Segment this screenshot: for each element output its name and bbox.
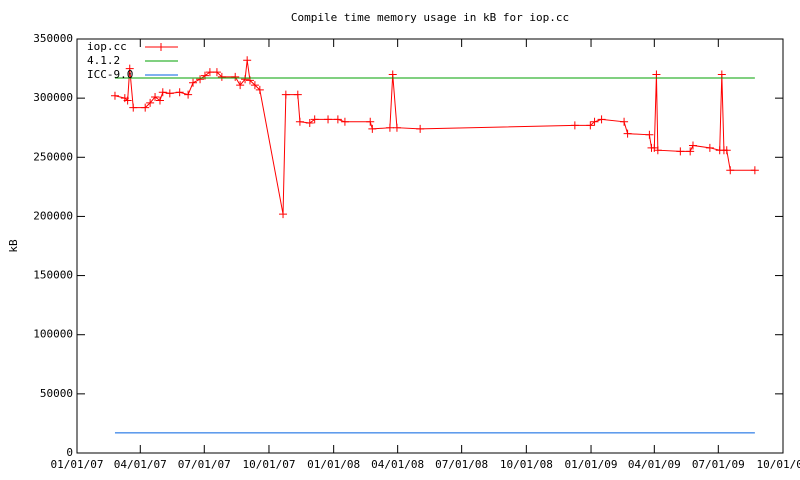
data-point [686,147,695,156]
x-tick-label: 10/01/07 [242,458,295,471]
data-point [750,166,759,175]
data-point [676,147,685,156]
legend-label: ICC-9.0 [87,68,133,81]
data-point [385,123,394,132]
data-point [184,90,193,99]
x-tick-label: 10/01/08 [500,458,553,471]
data-point [141,103,150,112]
data-point [310,115,319,124]
x-tick-label: 07/01/07 [178,458,231,471]
chart-title: Compile time memory usage in kB for iop.… [291,11,569,24]
data-point [324,115,333,124]
data-point [243,56,252,65]
data-point [586,121,595,130]
data-point [590,117,599,126]
x-tick-label: 04/01/07 [114,458,167,471]
data-point [125,64,134,73]
data-point [705,143,714,152]
data-point [189,78,198,87]
data-point [340,117,349,126]
x-tick-label: 01/01/07 [51,458,104,471]
data-point [151,92,160,101]
data-point [123,96,132,105]
legend-marker [157,43,165,51]
data-point [231,72,240,81]
data-point [250,81,259,90]
data-point [255,85,264,94]
data-point [305,118,314,127]
data-point [236,81,245,90]
y-tick-label: 50000 [40,387,73,400]
y-tick-label: 200000 [33,209,73,222]
x-tick-label: 07/01/09 [692,458,745,471]
data-point [416,124,425,133]
data-point [388,70,397,79]
y-tick-label: 100000 [33,328,73,341]
data-point [279,210,288,219]
data-line [114,60,755,215]
data-point [196,75,205,84]
data-point [295,117,304,126]
x-tick-label: 01/01/08 [307,458,360,471]
data-point [333,115,342,124]
x-tick-label: 04/01/09 [628,458,681,471]
data-point [241,75,250,84]
x-tick-label: 10/01/09 [757,458,800,471]
data-point [717,70,726,79]
data-point [165,89,174,98]
data-point [392,123,401,132]
y-axis-label: kB [7,239,20,253]
data-point [281,90,290,99]
x-tick-label: 01/01/09 [565,458,618,471]
data-point [110,91,119,100]
data-point [129,103,138,112]
data-point [652,70,661,79]
data-point [205,68,214,77]
y-tick-label: 300000 [33,91,73,104]
data-point [212,68,221,77]
data-point [146,98,155,107]
x-tick-label: 04/01/08 [371,458,424,471]
data-point [155,96,164,105]
data-point [368,124,377,133]
x-tick-label: 07/01/08 [435,458,488,471]
data-point [620,117,629,126]
plot-frame [76,38,784,454]
y-tick-label: 250000 [33,150,73,163]
y-tick-label: 0 [66,446,73,459]
data-point [688,141,697,150]
data-point [158,88,167,97]
data-point [570,121,579,130]
legend-label: iop.cc [87,40,127,53]
legend-label: 4.1.2 [87,54,120,67]
data-point [645,130,654,139]
data-point [217,72,226,81]
y-tick-label: 150000 [33,269,73,282]
data-point [722,146,731,155]
data-point [623,129,632,138]
data-point [597,115,606,124]
data-point [293,90,302,99]
data-point [366,117,375,126]
data-point [175,88,184,97]
data-point [726,166,735,175]
y-tick-label: 350000 [33,32,73,45]
data-point [653,146,662,155]
